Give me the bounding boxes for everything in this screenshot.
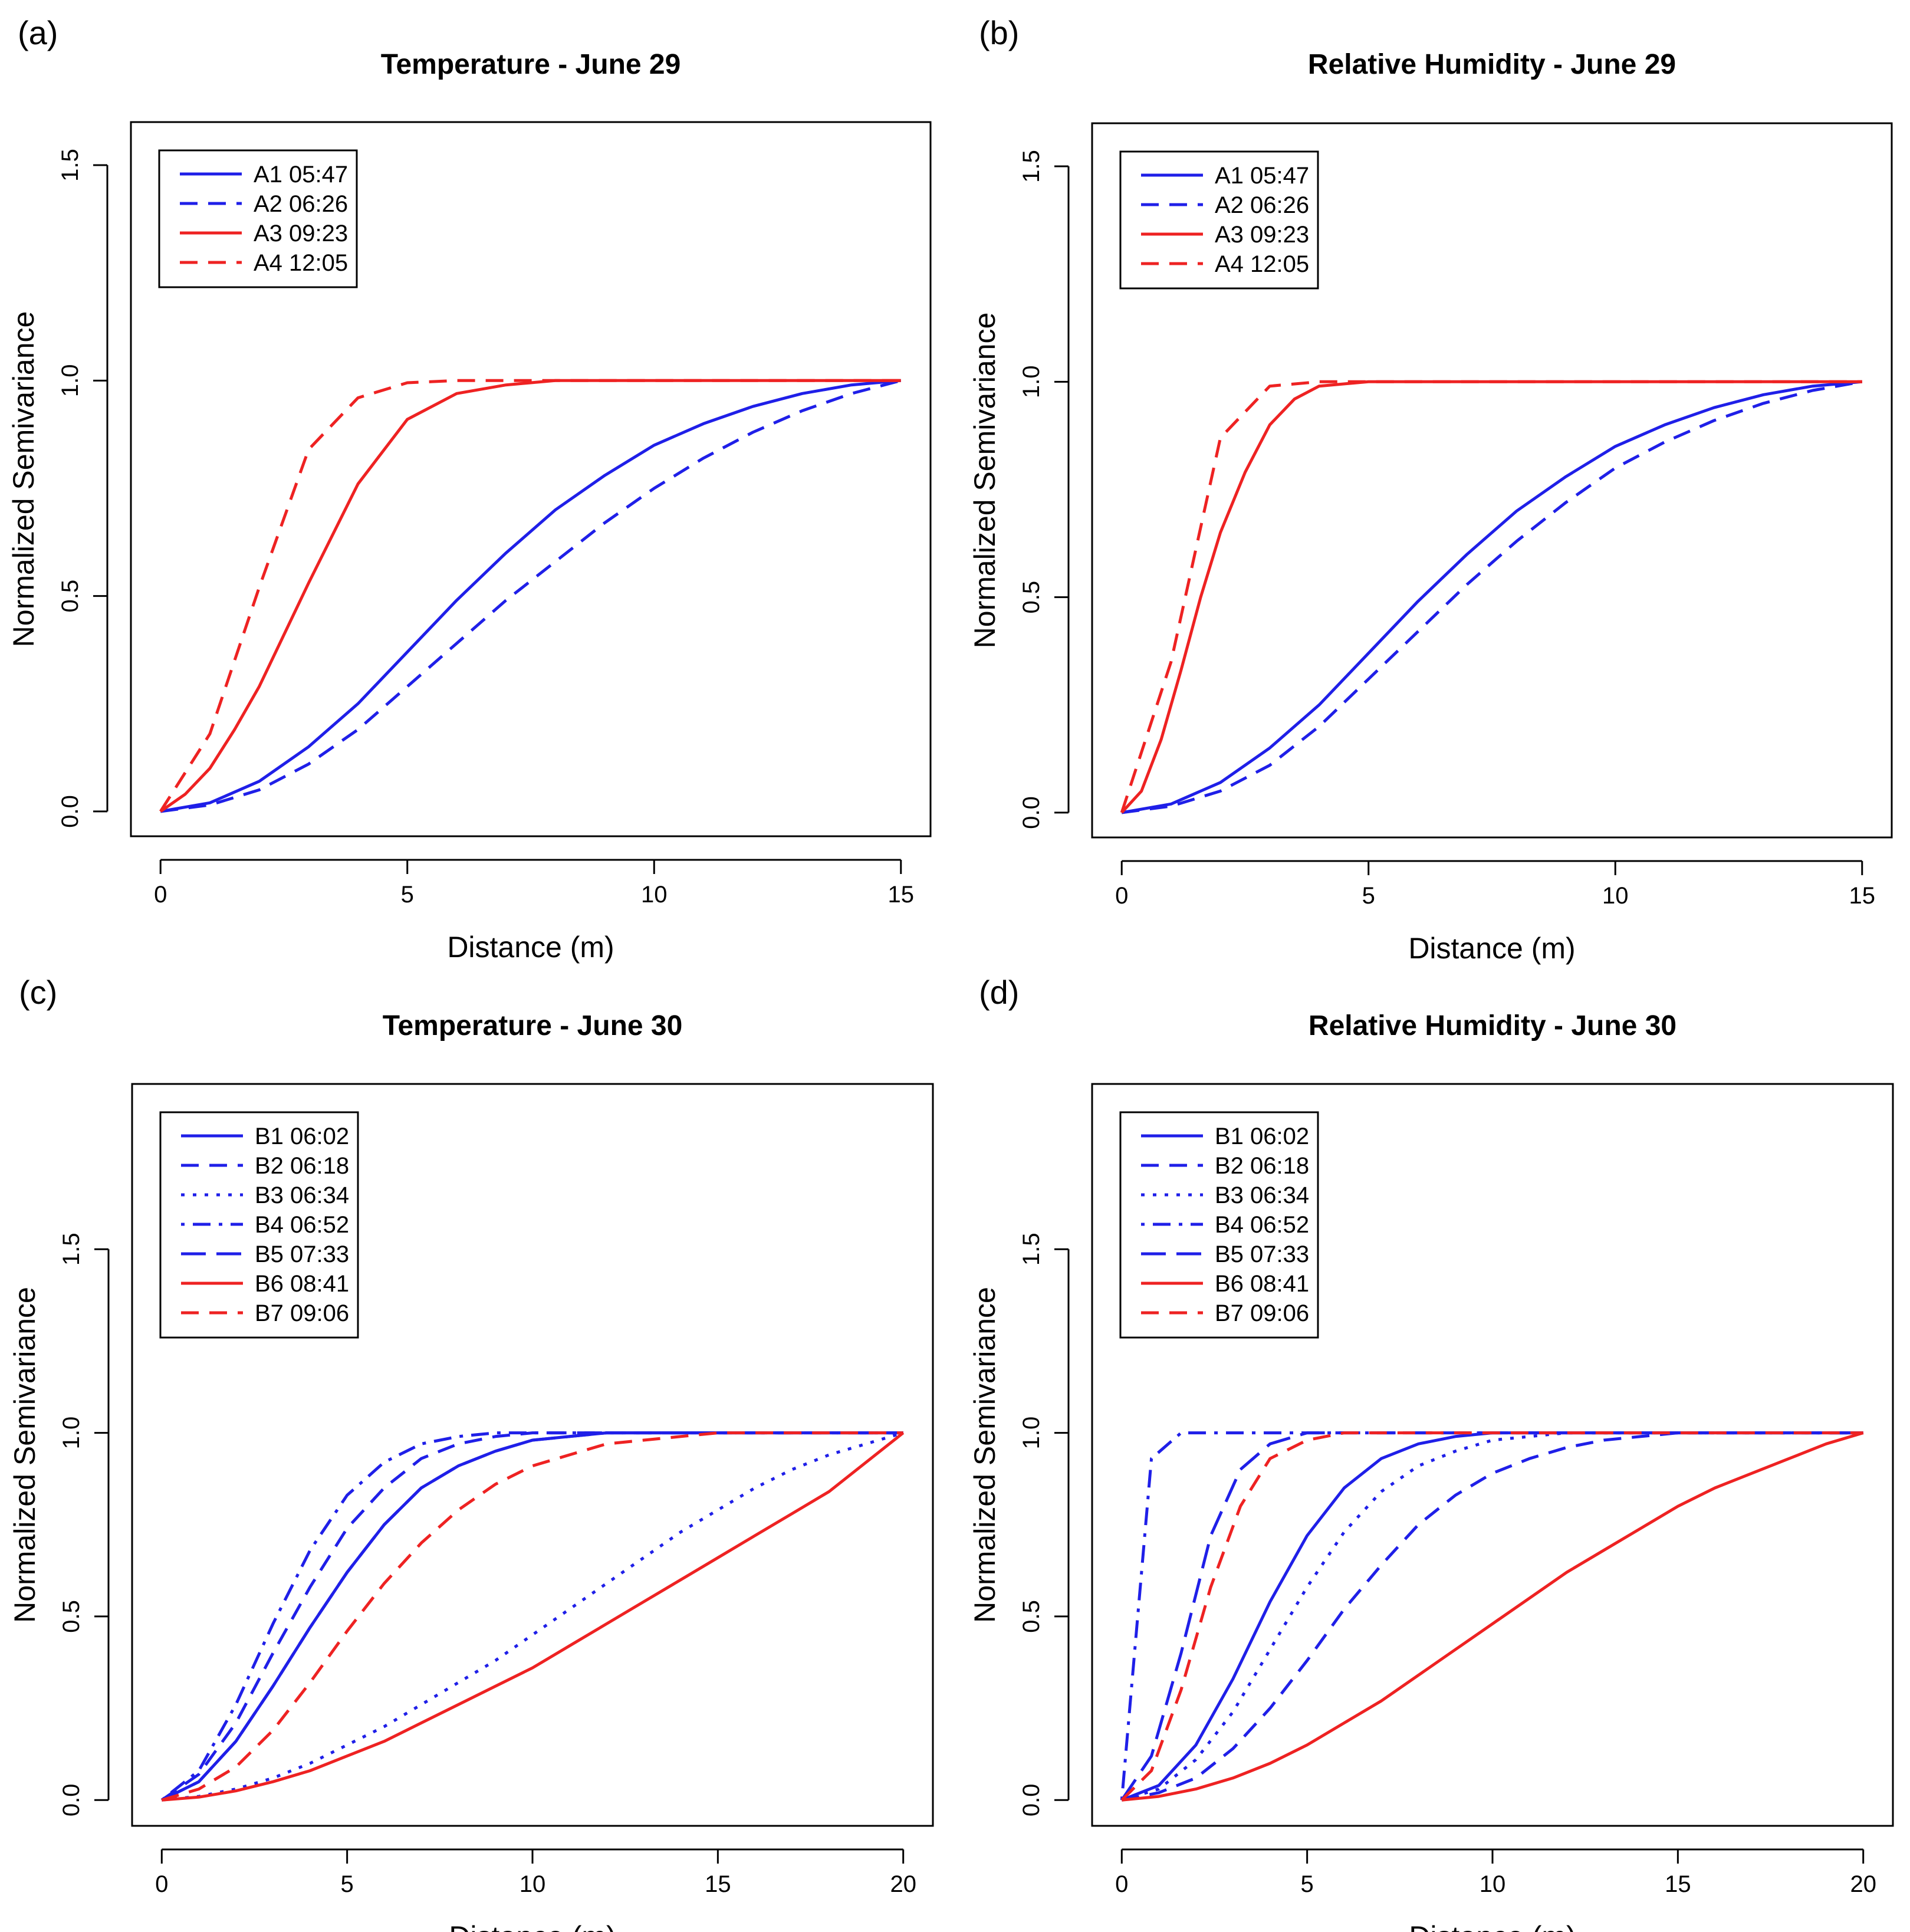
chart-title: Temperature - June 30 — [383, 1010, 683, 1041]
legend-entry: B1 06:02 — [255, 1123, 349, 1149]
series-line — [161, 1431, 903, 1802]
legend-entry: B2 06:18 — [255, 1153, 349, 1179]
chart-title: Temperature - June 29 — [381, 49, 681, 80]
x-axis-label: Distance (m) — [1409, 1920, 1576, 1932]
y-tick-label: 1.5 — [1018, 1233, 1044, 1266]
legend-entry: A3 09:23 — [1215, 222, 1309, 248]
legend-entry: B5 07:33 — [255, 1241, 349, 1267]
x-tick-label: 15 — [1849, 883, 1876, 909]
plot-frame — [1091, 122, 1893, 839]
panel-label: (d) — [979, 974, 1019, 1011]
panel-label: (b) — [979, 14, 1019, 51]
series-line — [1120, 380, 1862, 813]
legend-entry: B6 08:41 — [1215, 1271, 1309, 1297]
legend-entry: A2 06:26 — [1215, 192, 1309, 218]
y-tick-label: 1.5 — [57, 149, 83, 182]
legend-entry: A3 09:23 — [254, 221, 348, 247]
legend-entry: A1 05:47 — [254, 162, 348, 188]
x-tick-label: 0 — [1115, 1871, 1128, 1897]
x-tick-label: 10 — [1480, 1871, 1506, 1897]
legend-entry: B4 06:52 — [255, 1212, 349, 1238]
x-tick-label: 20 — [890, 1871, 916, 1897]
x-tick-label: 10 — [641, 882, 668, 908]
legend-entry: B3 06:34 — [1215, 1182, 1309, 1208]
panel-label: (a) — [18, 14, 58, 51]
plot-frame — [130, 121, 932, 837]
y-tick-label: 0.0 — [1018, 796, 1044, 829]
x-axis-label: Distance (m) — [447, 931, 614, 964]
y-tick-label: 1.5 — [1018, 150, 1044, 183]
series-line — [161, 1431, 903, 1802]
legend-entry: B2 06:18 — [1215, 1153, 1309, 1179]
y-tick-label: 1.0 — [1018, 366, 1044, 399]
y-tick-label: 0.0 — [57, 795, 83, 828]
x-tick-label: 15 — [1665, 1871, 1691, 1897]
y-tick-label: 1.0 — [58, 1417, 84, 1450]
legend-entry: B7 09:06 — [255, 1300, 349, 1326]
panel-label: (c) — [19, 974, 57, 1011]
series-line — [160, 379, 902, 813]
y-axis-label: Normalized Semivariance — [7, 311, 40, 648]
series-line — [1121, 380, 1863, 814]
series-line — [1122, 1431, 1864, 1802]
x-tick-label: 5 — [341, 1871, 354, 1897]
chart-panel-1: (b) Relative Humidity - June 29 0 5 10 15 Dist… — [968, 14, 1893, 965]
series-line — [1121, 380, 1863, 814]
plot-frame — [1091, 1083, 1894, 1827]
legend-entry: B6 08:41 — [255, 1271, 349, 1297]
y-axis-label: Normalized Semivariance — [8, 1287, 41, 1623]
chart-panel-0: (a) Temperature - June 29 0 5 10 15 Distance (… — [7, 14, 932, 964]
plot-frame — [131, 1083, 934, 1827]
x-tick-label: 5 — [1301, 1871, 1314, 1897]
y-tick-label: 0.0 — [58, 1783, 84, 1816]
series-line — [162, 1431, 905, 1802]
series-line — [1120, 380, 1862, 814]
y-tick-label: 0.5 — [1018, 581, 1044, 614]
chart-panel-2: (c) Temperature - June 30 0 5 10 15 20 Distance… — [8, 974, 934, 1932]
x-axis-label: Distance (m) — [449, 1920, 616, 1932]
series-line — [160, 1431, 903, 1802]
chart-title: Relative Humidity - June 30 — [1309, 1010, 1676, 1041]
x-tick-label: 5 — [1362, 883, 1375, 909]
y-tick-label: 0.5 — [58, 1600, 84, 1633]
x-axis-label: Distance (m) — [1408, 932, 1575, 965]
legend-entry: B3 06:34 — [255, 1182, 349, 1208]
legend-entry: A2 06:26 — [254, 191, 348, 217]
x-tick-label: 5 — [401, 882, 414, 908]
series-line — [160, 379, 902, 813]
x-tick-label: 20 — [1850, 1871, 1876, 1897]
legend-entry: B5 07:33 — [1215, 1241, 1309, 1267]
x-tick-label: 10 — [1602, 883, 1629, 909]
series-line — [160, 1431, 903, 1802]
chart-title: Relative Humidity - June 29 — [1308, 49, 1676, 80]
y-tick-label: 0.0 — [1018, 1783, 1044, 1816]
legend-entry: B4 06:52 — [1215, 1212, 1309, 1238]
legend-entry: A4 12:05 — [254, 250, 348, 276]
x-tick-label: 15 — [888, 882, 915, 908]
x-tick-label: 0 — [154, 882, 167, 908]
series-line — [159, 379, 901, 813]
x-tick-label: 10 — [520, 1871, 546, 1897]
y-tick-label: 0.5 — [57, 580, 83, 613]
y-tick-label: 1.0 — [1018, 1417, 1044, 1450]
series-line — [159, 379, 901, 813]
y-tick-label: 1.0 — [57, 364, 83, 397]
series-line — [1120, 1431, 1863, 1801]
x-tick-label: 0 — [1115, 883, 1128, 909]
legend-entry: B7 09:06 — [1215, 1300, 1309, 1326]
legend-entry: B1 06:02 — [1215, 1123, 1309, 1149]
chart-panel-3: (d) Relative Humidity - June 30 0 5 10 15 20 Di… — [968, 974, 1894, 1932]
x-tick-label: 15 — [705, 1871, 731, 1897]
y-tick-label: 0.5 — [1018, 1600, 1044, 1633]
series-line — [162, 1431, 904, 1802]
y-axis-label: Normalized Semivariance — [968, 1287, 1001, 1623]
series-line — [161, 1431, 903, 1802]
series-line — [1121, 1431, 1863, 1802]
legend-entry: A1 05:47 — [1215, 163, 1309, 189]
legend-entry: A4 12:05 — [1215, 251, 1309, 277]
y-axis-label: Normalized Semivariance — [968, 313, 1001, 649]
x-tick-label: 0 — [155, 1871, 168, 1897]
y-tick-label: 1.5 — [58, 1233, 84, 1266]
